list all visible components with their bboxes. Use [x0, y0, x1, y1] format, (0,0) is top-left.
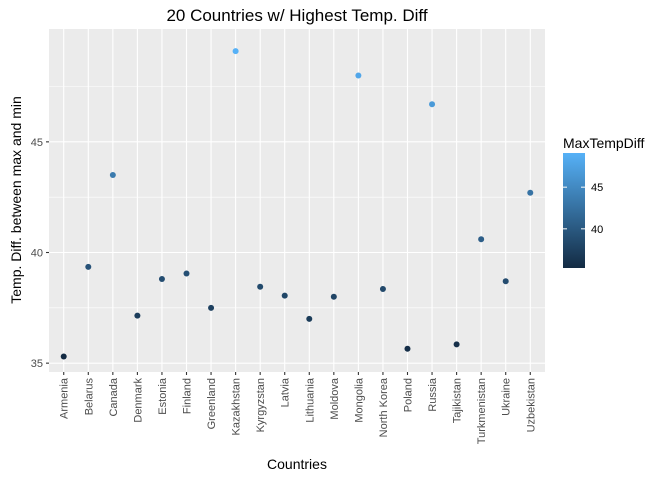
minor-gridlines [49, 86, 545, 309]
data-point [429, 101, 436, 108]
x-tick-label: Tajikistan [452, 378, 464, 423]
x-tick-label: Lithuania [304, 377, 316, 423]
x-tick-label: Mongolia [353, 377, 365, 423]
color-legend: MaxTempDiff 40 45 [563, 135, 645, 268]
legend-ticks: 40 45 [563, 182, 603, 236]
y-axis-ticks: 35 40 45 [31, 137, 49, 370]
x-tick-label: Ukraine [501, 378, 513, 416]
chart-title: 20 Countries w/ Highest Temp. Diff [166, 6, 427, 25]
y-tick-label: 45 [31, 137, 43, 149]
x-axis-ticks: Armenia Belarus Canada Denmark Estonia Finlan… [59, 372, 537, 444]
x-tick-label: Kazakhstan [231, 378, 243, 435]
x-tick-label: Armenia [59, 377, 71, 419]
x-tick-label: Finland [182, 378, 194, 414]
y-axis-title: Temp. Diff. between max and min [8, 96, 24, 304]
data-point [527, 189, 534, 196]
y-tick-label: 40 [31, 248, 43, 260]
major-gridlines [49, 29, 545, 372]
x-tick-label: Poland [402, 378, 414, 412]
x-tick-label: Latvia [280, 377, 292, 407]
x-axis-title: Countries [267, 456, 327, 472]
x-tick-label: Uzbekistan [525, 378, 537, 432]
data-point [257, 283, 264, 290]
data-point [109, 172, 116, 179]
legend-colorbar [563, 153, 585, 268]
data-point [60, 353, 67, 360]
data-point [330, 293, 337, 300]
plot-panel [49, 29, 545, 372]
y-tick-label: 35 [31, 358, 43, 370]
x-tick-label: Belarus [83, 378, 95, 416]
x-tick-label: Denmark [132, 378, 144, 423]
data-point [478, 236, 485, 243]
x-tick-label: Moldova [329, 377, 341, 419]
x-tick-label: Estonia [157, 377, 169, 415]
data-point [281, 292, 288, 299]
x-tick-label: North Korea [378, 377, 390, 437]
data-point [208, 304, 215, 311]
data-point [379, 286, 386, 293]
x-tick-label: Canada [108, 377, 120, 416]
legend-tick-label: 40 [591, 224, 603, 236]
x-tick-label: Russia [427, 377, 439, 412]
x-tick-label: Greenland [206, 378, 218, 429]
x-tick-label: Kyrgyzstan [255, 378, 267, 432]
legend-tick-label: 45 [591, 182, 603, 194]
data-point [183, 270, 190, 277]
data-point [404, 345, 411, 352]
data-point [158, 276, 165, 283]
data-point [355, 72, 362, 79]
data-point [85, 263, 92, 270]
data-point [232, 48, 239, 55]
data-points [60, 48, 534, 360]
data-point [502, 278, 509, 285]
data-point [134, 312, 141, 319]
data-point [453, 341, 460, 348]
legend-title: MaxTempDiff [563, 135, 645, 151]
x-tick-label: Turkmenistan [476, 378, 488, 444]
data-point [306, 315, 313, 322]
